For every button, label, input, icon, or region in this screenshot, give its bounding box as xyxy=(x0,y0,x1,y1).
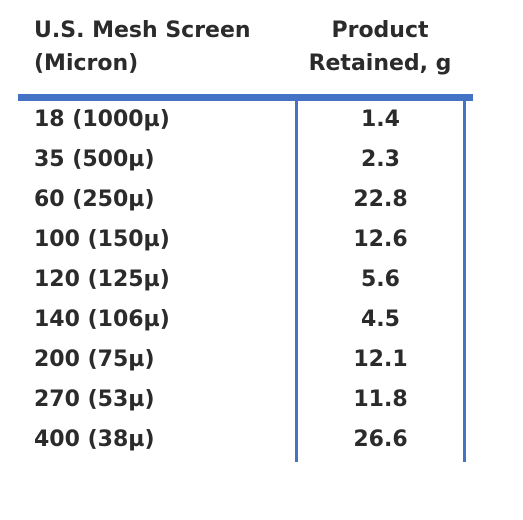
header-divider-rule xyxy=(18,94,473,101)
retained-cell: 1.4 xyxy=(361,107,400,132)
retained-cell: 5.6 xyxy=(361,267,400,292)
table-body: 18 (1000µ) 1.4 35 (500µ) 2.3 60 (250µ) 2… xyxy=(0,101,523,461)
mesh-cell: 18 (1000µ) xyxy=(34,107,170,132)
retained-cell: 11.8 xyxy=(353,387,408,412)
retained-cell: 4.5 xyxy=(361,307,400,332)
retained-cell: 12.6 xyxy=(353,227,408,252)
table-row: 140 (106µ) 4.5 xyxy=(0,301,523,341)
column-header-mesh-line2: (Micron) xyxy=(34,51,139,76)
mesh-cell: 200 (75µ) xyxy=(34,347,155,372)
column-header-retained-line1: Product xyxy=(331,18,429,43)
table-row: 18 (1000µ) 1.4 xyxy=(0,101,523,141)
table-row: 400 (38µ) 26.6 xyxy=(0,421,523,461)
mesh-cell: 400 (38µ) xyxy=(34,427,155,452)
mesh-cell: 100 (150µ) xyxy=(34,227,170,252)
column-header-mesh-line1: U.S. Mesh Screen xyxy=(34,18,251,43)
column-header-retained-line2: Retained, g xyxy=(308,51,452,76)
column-divider-right xyxy=(463,101,466,462)
table-row: 35 (500µ) 2.3 xyxy=(0,141,523,181)
table-row: 60 (250µ) 22.8 xyxy=(0,181,523,221)
retained-cell: 2.3 xyxy=(361,147,400,172)
column-divider-middle xyxy=(295,101,298,462)
column-header-mesh-screen: U.S. Mesh Screen (Micron) xyxy=(34,14,294,80)
retained-cell: 12.1 xyxy=(353,347,408,372)
mesh-cell: 35 (500µ) xyxy=(34,147,155,172)
mesh-cell: 270 (53µ) xyxy=(34,387,155,412)
retained-cell: 26.6 xyxy=(353,427,408,452)
mesh-cell: 140 (106µ) xyxy=(34,307,170,332)
mesh-cell: 120 (125µ) xyxy=(34,267,170,292)
retained-cell: 22.8 xyxy=(353,187,408,212)
mesh-cell: 60 (250µ) xyxy=(34,187,155,212)
table-row: 200 (75µ) 12.1 xyxy=(0,341,523,381)
table-row: 120 (125µ) 5.6 xyxy=(0,261,523,301)
table-row: 270 (53µ) 11.8 xyxy=(0,381,523,421)
column-header-product-retained: Product Retained, g xyxy=(297,14,463,80)
table-row: 100 (150µ) 12.6 xyxy=(0,221,523,261)
